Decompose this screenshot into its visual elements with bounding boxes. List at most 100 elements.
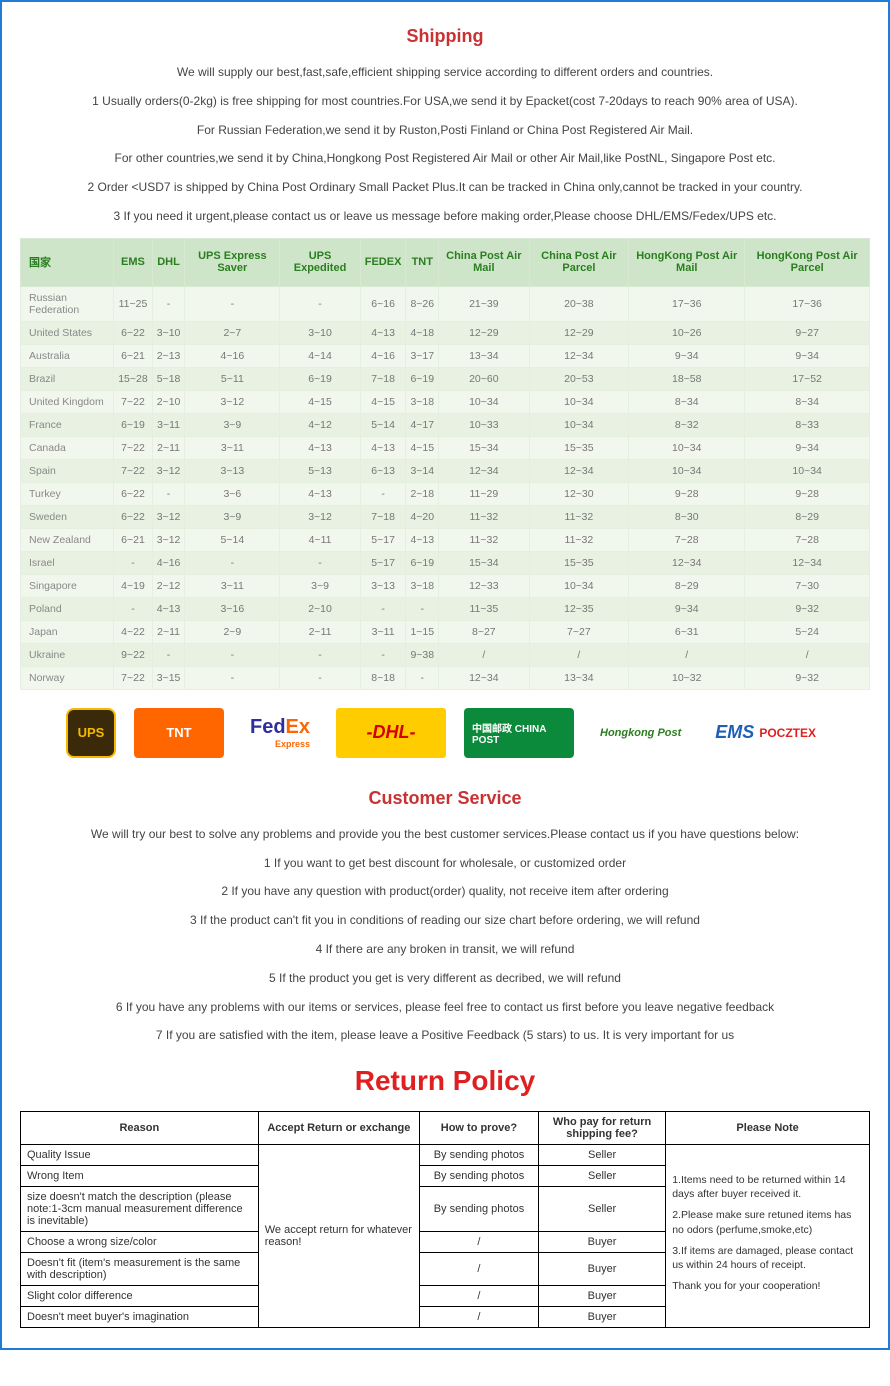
ems-sub: POCZTEX [759,726,816,740]
days-cell: 12~34 [745,551,870,574]
shipping-table-row: New Zealand6~213~125~144~115~174~1311~32… [21,528,870,551]
return-payer-cell: Buyer [538,1253,665,1286]
days-cell: 2~7 [185,321,280,344]
days-cell: 4~13 [280,482,360,505]
days-cell: - [185,286,280,321]
return-payer-cell: Seller [538,1166,665,1187]
days-cell: 20~60 [439,367,529,390]
return-table-header: Please Note [666,1112,870,1145]
fedex-logo: FedEx Express [242,708,318,758]
return-reason-cell: Quality Issue [21,1145,259,1166]
shipping-intro: We will supply our best,fast,safe,effici… [20,61,870,84]
shipping-table-header: EMS [114,238,153,286]
days-cell: 5~17 [360,551,406,574]
days-cell: 3~13 [360,574,406,597]
days-cell: 4~12 [280,413,360,436]
days-cell: 12~34 [529,344,629,367]
days-cell: 9~34 [745,344,870,367]
days-cell: 12~35 [529,597,629,620]
days-cell: 4~13 [280,436,360,459]
days-cell: 6~19 [406,551,439,574]
days-cell: 8~34 [629,390,745,413]
days-cell: 3~9 [280,574,360,597]
days-cell: 2~12 [152,574,185,597]
days-cell: - [406,666,439,689]
days-cell: 3~11 [152,413,185,436]
return-note-line: 2.Please make sure retuned items has no … [672,1208,863,1237]
days-cell: 7~30 [745,574,870,597]
days-cell: 17~36 [745,286,870,321]
days-cell: 13~34 [439,344,529,367]
country-cell: Canada [21,436,114,459]
days-cell: 12~29 [439,321,529,344]
return-table-header: How to prove? [420,1112,539,1145]
shipping-line: For other countries,we send it by China,… [20,147,870,170]
days-cell: 12~34 [629,551,745,574]
days-cell: 6~22 [114,321,153,344]
shipping-table-row: France6~193~113~94~125~144~1710~3310~348… [21,413,870,436]
days-cell: 7~27 [529,620,629,643]
customer-service-line: 6 If you have any problems with our item… [20,996,870,1019]
shipping-table-row: Brazil15~285~185~116~197~186~1920~6020~5… [21,367,870,390]
days-cell: 6~19 [406,367,439,390]
shipping-table-header: China Post Air Parcel [529,238,629,286]
return-policy-heading: Return Policy [20,1065,870,1097]
shipping-table: 国家EMSDHLUPS Express SaverUPS ExpeditedFE… [20,238,870,690]
days-cell: 3~12 [152,528,185,551]
days-cell: 3~12 [185,390,280,413]
days-cell: 11~32 [439,528,529,551]
days-cell: 10~32 [629,666,745,689]
return-prove-cell: By sending photos [420,1145,539,1166]
days-cell: 9~22 [114,643,153,666]
days-cell: 5~14 [360,413,406,436]
return-accept-cell: We accept return for whatever reason! [258,1145,419,1328]
shipping-table-header: UPS Expedited [280,238,360,286]
return-note-line: 3.If items are damaged, please contact u… [672,1244,863,1273]
days-cell: 2~10 [152,390,185,413]
days-cell: 9~34 [629,344,745,367]
country-cell: France [21,413,114,436]
days-cell: 4~16 [152,551,185,574]
shipping-table-row: Norway7~223~15--8~18-12~3413~3410~329~32 [21,666,870,689]
shipping-table-header: HongKong Post Air Parcel [745,238,870,286]
days-cell: 3~9 [185,413,280,436]
days-cell: - [185,666,280,689]
days-cell: 4~13 [360,321,406,344]
days-cell: 3~6 [185,482,280,505]
days-cell: 11~32 [439,505,529,528]
days-cell: 2~9 [185,620,280,643]
days-cell: / [745,643,870,666]
days-cell: 4~17 [406,413,439,436]
days-cell: 3~12 [280,505,360,528]
days-cell: 6~19 [280,367,360,390]
country-cell: Norway [21,666,114,689]
shipping-table-header: HongKong Post Air Mail [629,238,745,286]
days-cell: - [280,643,360,666]
days-cell: 10~26 [629,321,745,344]
customer-service-lines: 1 If you want to get best discount for w… [20,852,870,1048]
days-cell: 4~15 [280,390,360,413]
shipping-table-row: Turkey6~22-3~64~13-2~1811~2912~309~289~2… [21,482,870,505]
days-cell: - [114,597,153,620]
return-prove-cell: / [420,1253,539,1286]
shipping-line: 2 Order <USD7 is shipped by China Post O… [20,176,870,199]
days-cell: 2~10 [280,597,360,620]
days-cell: 10~33 [439,413,529,436]
days-cell: 10~34 [439,390,529,413]
days-cell: 3~10 [280,321,360,344]
days-cell: 4~22 [114,620,153,643]
fedex-sub: Express [250,739,310,749]
days-cell: 7~22 [114,666,153,689]
shipping-table-header: DHL [152,238,185,286]
shipping-line: For Russian Federation,we send it by Rus… [20,119,870,142]
return-reason-cell: size doesn't match the description (plea… [21,1187,259,1232]
days-cell: - [114,551,153,574]
days-cell: - [406,597,439,620]
return-prove-cell: / [420,1232,539,1253]
days-cell: 7~22 [114,459,153,482]
days-cell: 10~34 [745,459,870,482]
days-cell: 20~38 [529,286,629,321]
shipping-table-row: Poland-4~133~162~10--11~3512~359~349~32 [21,597,870,620]
country-cell: Poland [21,597,114,620]
days-cell: 11~25 [114,286,153,321]
